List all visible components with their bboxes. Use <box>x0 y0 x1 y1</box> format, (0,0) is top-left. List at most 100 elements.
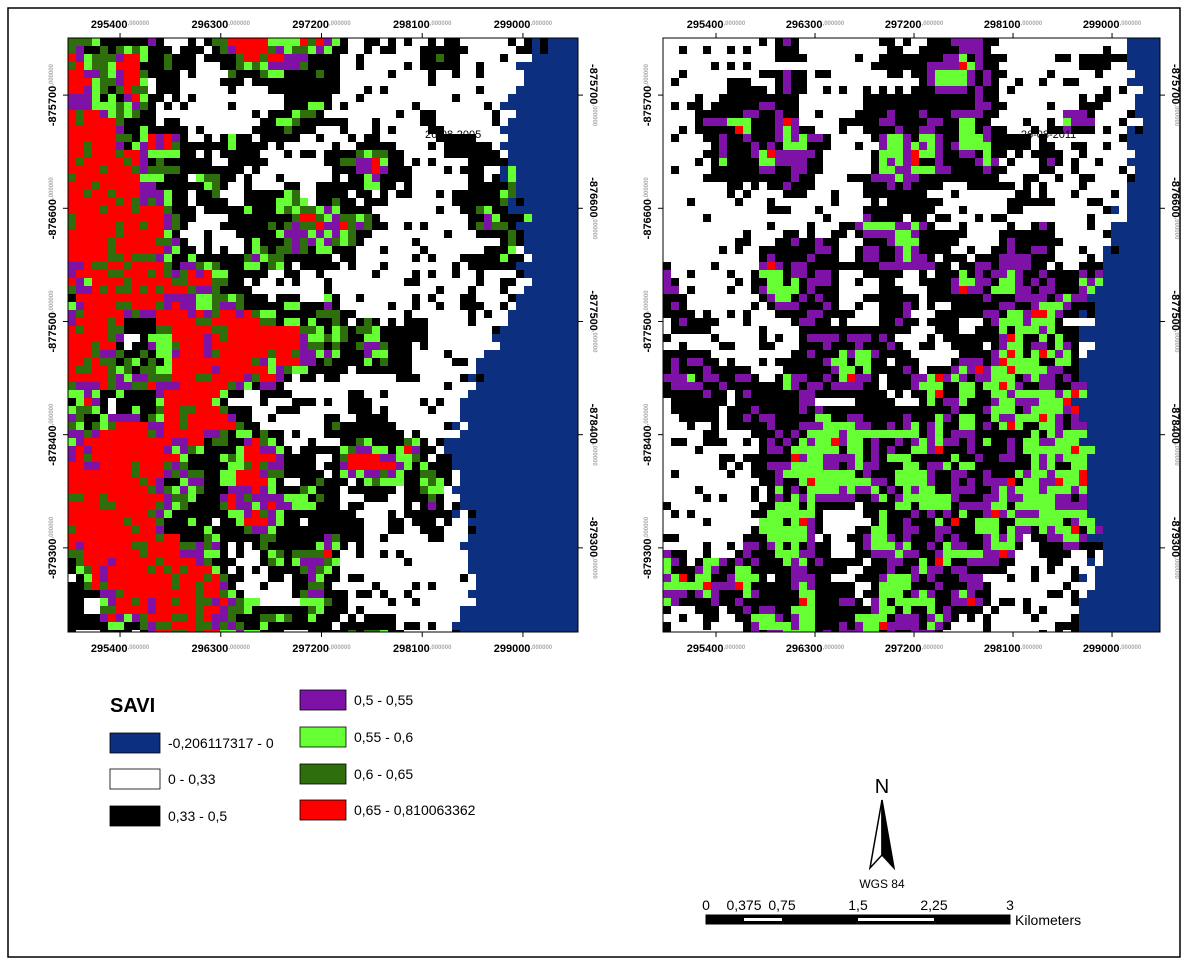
raster-cell <box>532 478 540 486</box>
raster-cell <box>743 142 751 150</box>
raster-cell <box>316 334 324 342</box>
raster-cell <box>204 462 212 470</box>
raster-cell <box>260 350 268 358</box>
raster-cell <box>188 486 196 494</box>
raster-cell <box>84 542 92 550</box>
raster-cell <box>196 478 204 486</box>
raster-cell <box>244 342 252 350</box>
raster-cell <box>76 614 84 622</box>
raster-cell <box>1135 158 1143 166</box>
raster-cell <box>252 246 260 254</box>
raster-cell <box>124 134 132 142</box>
raster-cell <box>540 422 548 430</box>
raster-cell <box>484 414 492 422</box>
raster-cell <box>164 622 172 630</box>
raster-cell <box>564 590 572 598</box>
raster-cell <box>236 502 244 510</box>
raster-cell <box>324 246 332 254</box>
raster-cell <box>572 470 580 478</box>
raster-cell <box>252 510 260 518</box>
raster-cell <box>164 118 172 126</box>
raster-cell <box>476 486 484 494</box>
raster-cell <box>316 38 324 46</box>
x-tick-value: 297200 <box>292 643 329 655</box>
raster-cell <box>460 190 468 198</box>
raster-cell <box>484 430 492 438</box>
raster-cell <box>308 358 316 366</box>
raster-cell <box>719 142 727 150</box>
raster-cell <box>564 342 572 350</box>
raster-cell <box>68 374 76 382</box>
raster-cell <box>76 542 84 550</box>
raster-cell <box>1119 246 1127 254</box>
raster-cell <box>532 270 540 278</box>
raster-cell <box>508 358 516 366</box>
raster-cell <box>444 422 452 430</box>
raster-cell <box>983 126 991 134</box>
raster-cell <box>220 366 228 374</box>
raster-cell <box>132 374 140 382</box>
raster-cell <box>532 118 540 126</box>
raster-cell <box>775 206 783 214</box>
raster-cell <box>975 294 983 302</box>
raster-cell <box>500 566 508 574</box>
raster-cell <box>1087 254 1095 262</box>
raster-cell <box>92 526 100 534</box>
raster-cell <box>404 478 412 486</box>
raster-cell <box>340 630 348 638</box>
raster-cell <box>276 430 284 438</box>
raster-cell <box>396 630 404 638</box>
raster-cell <box>308 254 316 262</box>
raster-cell <box>372 134 380 142</box>
raster-cell <box>524 558 532 566</box>
raster-cell <box>348 134 356 142</box>
raster-cell <box>388 422 396 430</box>
raster-cell <box>148 206 156 214</box>
raster-cell <box>236 230 244 238</box>
raster-cell <box>927 126 935 134</box>
raster-cell <box>775 54 783 62</box>
raster-cell <box>767 254 775 262</box>
raster-cell <box>508 126 516 134</box>
raster-cell <box>132 38 140 46</box>
raster-cell <box>220 78 228 86</box>
raster-cell <box>252 462 260 470</box>
raster-cell <box>116 494 124 502</box>
raster-cell <box>140 46 148 54</box>
raster-cell <box>68 502 76 510</box>
x-tick-suffix: ,000000 <box>329 21 351 27</box>
raster-cell <box>316 366 324 374</box>
raster-cell <box>324 190 332 198</box>
raster-cell <box>564 494 572 502</box>
raster-cell <box>132 86 140 94</box>
raster-cell <box>492 382 500 390</box>
raster-cell <box>84 302 92 310</box>
raster-cell <box>460 302 468 310</box>
raster-cell <box>396 358 404 366</box>
raster-cell <box>132 430 140 438</box>
raster-cell <box>1031 238 1039 246</box>
raster-cell <box>236 62 244 70</box>
raster-cell <box>799 142 807 150</box>
raster-cell <box>220 166 228 174</box>
raster-cell <box>156 422 164 430</box>
raster-cell <box>1151 206 1159 214</box>
raster-cell <box>108 390 116 398</box>
raster-cell <box>316 86 324 94</box>
raster-cell <box>260 230 268 238</box>
raster-cell <box>1127 222 1135 230</box>
raster-cell <box>524 182 532 190</box>
raster-cell <box>148 158 156 166</box>
raster-cell <box>671 134 679 142</box>
raster-cell <box>252 566 260 574</box>
raster-cell <box>532 174 540 182</box>
raster-cell <box>967 110 975 118</box>
raster-cell <box>1111 222 1119 230</box>
raster-cell <box>172 550 180 558</box>
raster-cell <box>711 62 719 70</box>
raster-cell <box>548 566 556 574</box>
raster-cell <box>540 54 548 62</box>
raster-cell <box>556 254 564 262</box>
raster-cell <box>148 630 156 638</box>
raster-cell <box>516 470 524 478</box>
